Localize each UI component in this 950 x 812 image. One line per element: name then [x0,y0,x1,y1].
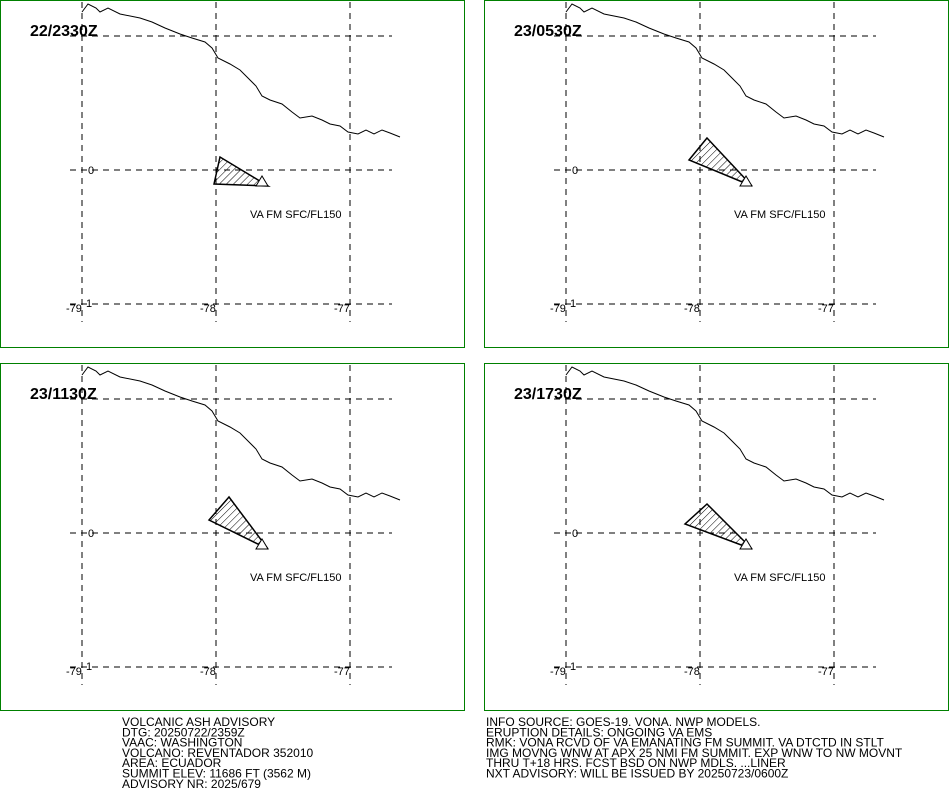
advisory-line: AREA: ECUADOR [122,756,222,770]
longitude-label: -79 [550,303,566,315]
panel-border [484,363,949,711]
latitude-label: 0 [88,165,94,177]
coastline [81,3,401,138]
valid-time: 22/2330Z [30,23,98,40]
ash-cloud [213,155,271,187]
advisory-line: DTG: 20250722/2359Z [122,725,245,739]
corner-label: 1 [86,661,92,673]
longitude-label: -78 [200,303,216,315]
panel-border [0,0,465,348]
longitude-label: -78 [684,666,700,678]
advisory-line: VOLCANO: REVENTADOR 352010 [122,746,314,760]
ash-cloud [207,495,269,550]
valid-time: 23/1730Z [514,386,582,403]
longitude-label: -77 [818,303,834,315]
longitude-label: -79 [66,303,82,315]
advisory-line: RMK: VONA RCVD OF VA EMANATING FM SUMMIT… [486,736,884,750]
cloud-annotation: VA FM SFC/FL150 [250,572,342,584]
longitude-label: -79 [550,666,566,678]
map-panel: 23/1730Z 0 1 -79 -78 -77 VA FM SFC/FL150 [484,363,949,711]
coastline [565,3,885,138]
latitude-label: 0 [572,165,578,177]
valid-time: 23/1130Z [30,386,97,403]
advisory-line: VOLCANIC ASH ADVISORY [122,715,275,729]
advisory-line: THRU T+18 HRS. FCST BSD ON NWP MDLS. ...… [486,756,786,770]
cloud-annotation: VA FM SFC/FL150 [734,209,826,221]
longitude-label: -77 [818,666,834,678]
panel-border [484,0,949,348]
advisory-line: NXT ADVISORY: WILL BE ISSUED BY 20250723… [486,767,788,781]
cloud-annotation: VA FM SFC/FL150 [250,209,342,221]
valid-time: 23/0530Z [514,23,582,40]
volcano-marker [739,538,753,550]
volcano-marker [255,538,269,550]
latitude-label: 0 [88,528,94,540]
panel-border [0,363,465,711]
corner-label: 1 [570,661,576,673]
volcano-marker [739,175,753,187]
map-panel: 23/0530Z 0 1 -79 -78 -77 VA FM SFC/FL150 [484,0,949,348]
longitude-label: -77 [334,666,350,678]
advisory-line: SUMMIT ELEV: 11686 FT (3562 M) [122,767,311,781]
advisory-line: INFO SOURCE: GOES-19. VONA. NWP MODELS. [486,715,761,729]
longitude-label: -78 [200,666,216,678]
latitude-label: 0 [572,528,578,540]
volcano-marker [255,175,269,187]
longitude-label: -78 [684,303,700,315]
advisory-line: ADVISORY NR: 2025/679 [122,777,261,791]
ash-cloud [683,502,753,550]
coastline [565,366,885,501]
longitude-label: -77 [334,303,350,315]
advisory-line: ERUPTION DETAILS: ONGOING VA EMS [486,725,712,739]
ash-cloud [687,136,753,187]
corner-label: 1 [570,298,576,310]
cloud-annotation: VA FM SFC/FL150 [734,572,826,584]
map-panel: 23/1130Z 0 1 -79 -78 -77 VA FM SFC/FL150 [0,363,465,711]
advisory-line: VAAC: WASHINGTON [122,736,242,750]
longitude-label: -79 [66,666,82,678]
advisory-line: IMG MOVNG WNW AT APX 25 NMI FM SUMMIT. E… [486,746,903,760]
coastline [81,366,401,501]
map-panel: 22/2330Z 0 1 -79 -78 -77 VA FM SFC/FL150 [0,0,465,348]
corner-label: 1 [86,298,92,310]
